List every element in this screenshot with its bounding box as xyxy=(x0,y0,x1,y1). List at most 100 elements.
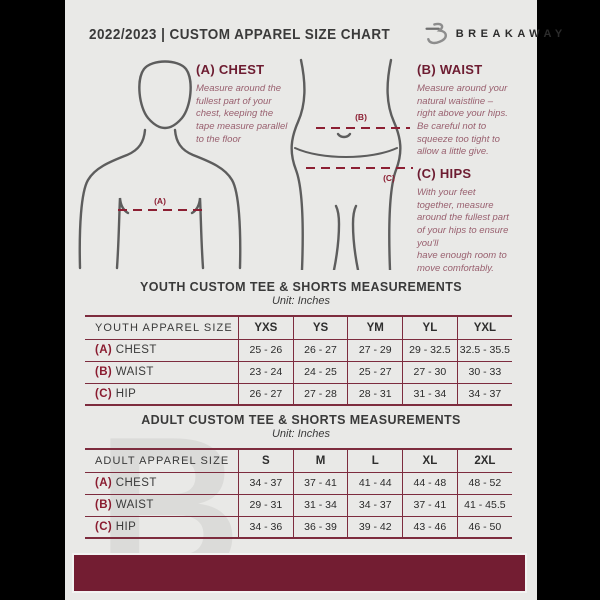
chest-line-label: (A) xyxy=(154,196,166,206)
measurement-value: 27 - 30 xyxy=(402,361,458,384)
measurement-value: 27 - 29 xyxy=(347,339,403,362)
hips-guide-text: With your feet together, measure around … xyxy=(417,187,509,274)
row-key: (B) xyxy=(95,499,113,511)
measurement-value: 39 - 42 xyxy=(347,516,403,539)
measurement-row: (C) HIP 34 - 36 36 - 39 39 - 42 43 - 46 46 - … xyxy=(85,516,512,539)
left-chest-side xyxy=(115,197,130,270)
measurement-value: 32.5 - 35.5 xyxy=(456,339,512,362)
table-row-header-label: ADULT APPAREL SIZE xyxy=(85,448,239,473)
head-outline xyxy=(138,60,192,130)
measurement-value: 37 - 41 xyxy=(402,494,458,517)
size-column-header: S xyxy=(238,448,294,473)
measurement-value: 46 - 50 xyxy=(456,516,512,539)
measurement-row: (A) CHEST 25 - 26 26 - 27 27 - 29 29 - 32.5 3… xyxy=(85,339,512,362)
chart-sheet: 2022/2023 | CUSTOM APPAREL SIZE CHART BR… xyxy=(65,0,562,600)
measurement-row: (A) CHEST 34 - 37 37 - 41 41 - 44 44 - 48 48 … xyxy=(85,472,512,495)
waist-line-label: (B) xyxy=(355,112,367,122)
row-key: (B) xyxy=(95,366,113,378)
row-label: (A) CHEST xyxy=(85,472,239,495)
measurement-value: 24 - 25 xyxy=(292,361,348,384)
breakaway-b-logo-icon xyxy=(424,21,450,47)
row-key: (C) xyxy=(95,520,113,533)
table-header-row: ADULT APPAREL SIZE S M L XL 2XL xyxy=(85,448,512,473)
measurement-value: 41 - 44 xyxy=(347,472,403,495)
waist-guide: (B) WAIST Measure around your natural wa… xyxy=(417,62,535,159)
measurement-value: 34 - 37 xyxy=(238,472,294,495)
measurement-value: 34 - 37 xyxy=(456,383,512,406)
row-key: (A) xyxy=(95,477,113,489)
right-inner-leg xyxy=(351,204,360,270)
measurement-value: 27 - 28 xyxy=(292,383,348,406)
size-column-header: XL xyxy=(402,448,458,473)
hips-guide: (C) HIPS With your feet together, measur… xyxy=(417,166,539,275)
measurement-value: 41 - 45.5 xyxy=(456,494,512,517)
measurement-value: 48 - 52 xyxy=(456,472,512,495)
measurement-value: 25 - 26 xyxy=(238,339,294,362)
lower-body-diagram: (B) (C) xyxy=(281,58,416,270)
row-label: (A) CHEST xyxy=(85,339,239,362)
measurement-value: 31 - 34 xyxy=(292,494,348,517)
measurement-value: 44 - 48 xyxy=(402,472,458,495)
measurement-value: 25 - 27 xyxy=(347,361,403,384)
table-row-header-label: YOUTH APPAREL SIZE xyxy=(85,315,239,340)
measurement-value: 29 - 32.5 xyxy=(402,339,458,362)
right-hip-leg-outline xyxy=(386,58,402,270)
torso-diagram: (A) xyxy=(75,58,255,270)
measurement-value: 37 - 41 xyxy=(292,472,348,495)
measurement-row: (B) WAIST 29 - 31 31 - 34 34 - 37 37 - 41 41 … xyxy=(85,494,512,517)
waist-guide-text: Measure around your natural waistline – … xyxy=(417,83,508,158)
size-column-header: YL xyxy=(402,315,458,340)
adult-table-title: ADULT CUSTOM TEE & SHORTS MEASUREMENTS xyxy=(141,413,461,427)
row-key: (C) xyxy=(95,387,113,400)
chest-guide-text: Measure around the fullest part of your … xyxy=(196,83,288,145)
left-inner-leg xyxy=(332,204,341,270)
youth-size-table: YOUTH APPAREL SIZE YXS YS YM YL YXL (A) CHEST 2… xyxy=(85,315,512,406)
left-shoulder-arm xyxy=(78,128,147,270)
row-label: (C) HIP xyxy=(85,383,239,406)
measurement-value: 43 - 46 xyxy=(402,516,458,539)
measurement-row: (C) HIP 26 - 27 27 - 28 28 - 31 31 - 34 34 - … xyxy=(85,383,512,406)
size-column-header: 2XL xyxy=(456,448,512,473)
waistband-curve xyxy=(294,147,398,158)
measurement-value: 28 - 31 xyxy=(347,383,403,406)
right-shoulder-arm xyxy=(173,128,242,270)
hips-line-label: (C) xyxy=(383,173,395,183)
measurement-value: 29 - 31 xyxy=(238,494,294,517)
measurement-value: 26 - 27 xyxy=(292,339,348,362)
brand-block: BREAKAWAY xyxy=(424,21,567,47)
measurement-value: 34 - 36 xyxy=(238,516,294,539)
measurement-value: 30 - 33 xyxy=(456,361,512,384)
size-column-header: YM xyxy=(347,315,403,340)
right-chest-side xyxy=(190,197,205,270)
row-key: (A) xyxy=(95,344,113,356)
footer-accent-bar xyxy=(72,553,527,593)
measurement-value: 31 - 34 xyxy=(402,383,458,406)
brand-name: BREAKAWAY xyxy=(455,28,567,40)
page-header: 2022/2023 | CUSTOM APPAREL SIZE CHART BR… xyxy=(89,18,562,50)
page-title: 2022/2023 | CUSTOM APPAREL SIZE CHART xyxy=(89,25,391,43)
chest-guide: (A) CHEST Measure around the fullest par… xyxy=(196,62,321,146)
left-hip-leg-outline xyxy=(290,58,306,270)
row-label: (B) WAIST xyxy=(85,494,239,517)
youth-table-section: YOUTH CUSTOM TEE & SHORTS MEASUREMENTS U… xyxy=(85,280,517,406)
measurement-value: 34 - 37 xyxy=(347,494,403,517)
hips-guide-heading: (C) HIPS xyxy=(417,166,472,181)
adult-table-unit: Unit: Inches xyxy=(271,428,331,440)
size-column-header: YXS xyxy=(238,315,294,340)
size-column-header: YS xyxy=(292,315,348,340)
youth-table-unit: Unit: Inches xyxy=(271,295,331,307)
waist-guide-heading: (B) WAIST xyxy=(417,62,483,77)
chest-guide-heading: (A) CHEST xyxy=(196,62,265,77)
adult-size-table: ADULT APPAREL SIZE S M L XL 2XL (A) CHEST 34 - … xyxy=(85,448,512,539)
row-label: (C) HIP xyxy=(85,516,239,539)
table-header-row: YOUTH APPAREL SIZE YXS YS YM YL YXL xyxy=(85,315,512,340)
navel-mark xyxy=(336,132,352,139)
youth-table-title: YOUTH CUSTOM TEE & SHORTS MEASUREMENTS xyxy=(140,280,462,294)
adult-table-section: ADULT CUSTOM TEE & SHORTS MEASUREMENTS U… xyxy=(85,413,517,539)
measurement-value: 36 - 39 xyxy=(292,516,348,539)
measurement-row: (B) WAIST 23 - 24 24 - 25 25 - 27 27 - 30 30 … xyxy=(85,361,512,384)
row-label: (B) WAIST xyxy=(85,361,239,384)
size-column-header: YXL xyxy=(456,315,512,340)
size-column-header: L xyxy=(347,448,403,473)
